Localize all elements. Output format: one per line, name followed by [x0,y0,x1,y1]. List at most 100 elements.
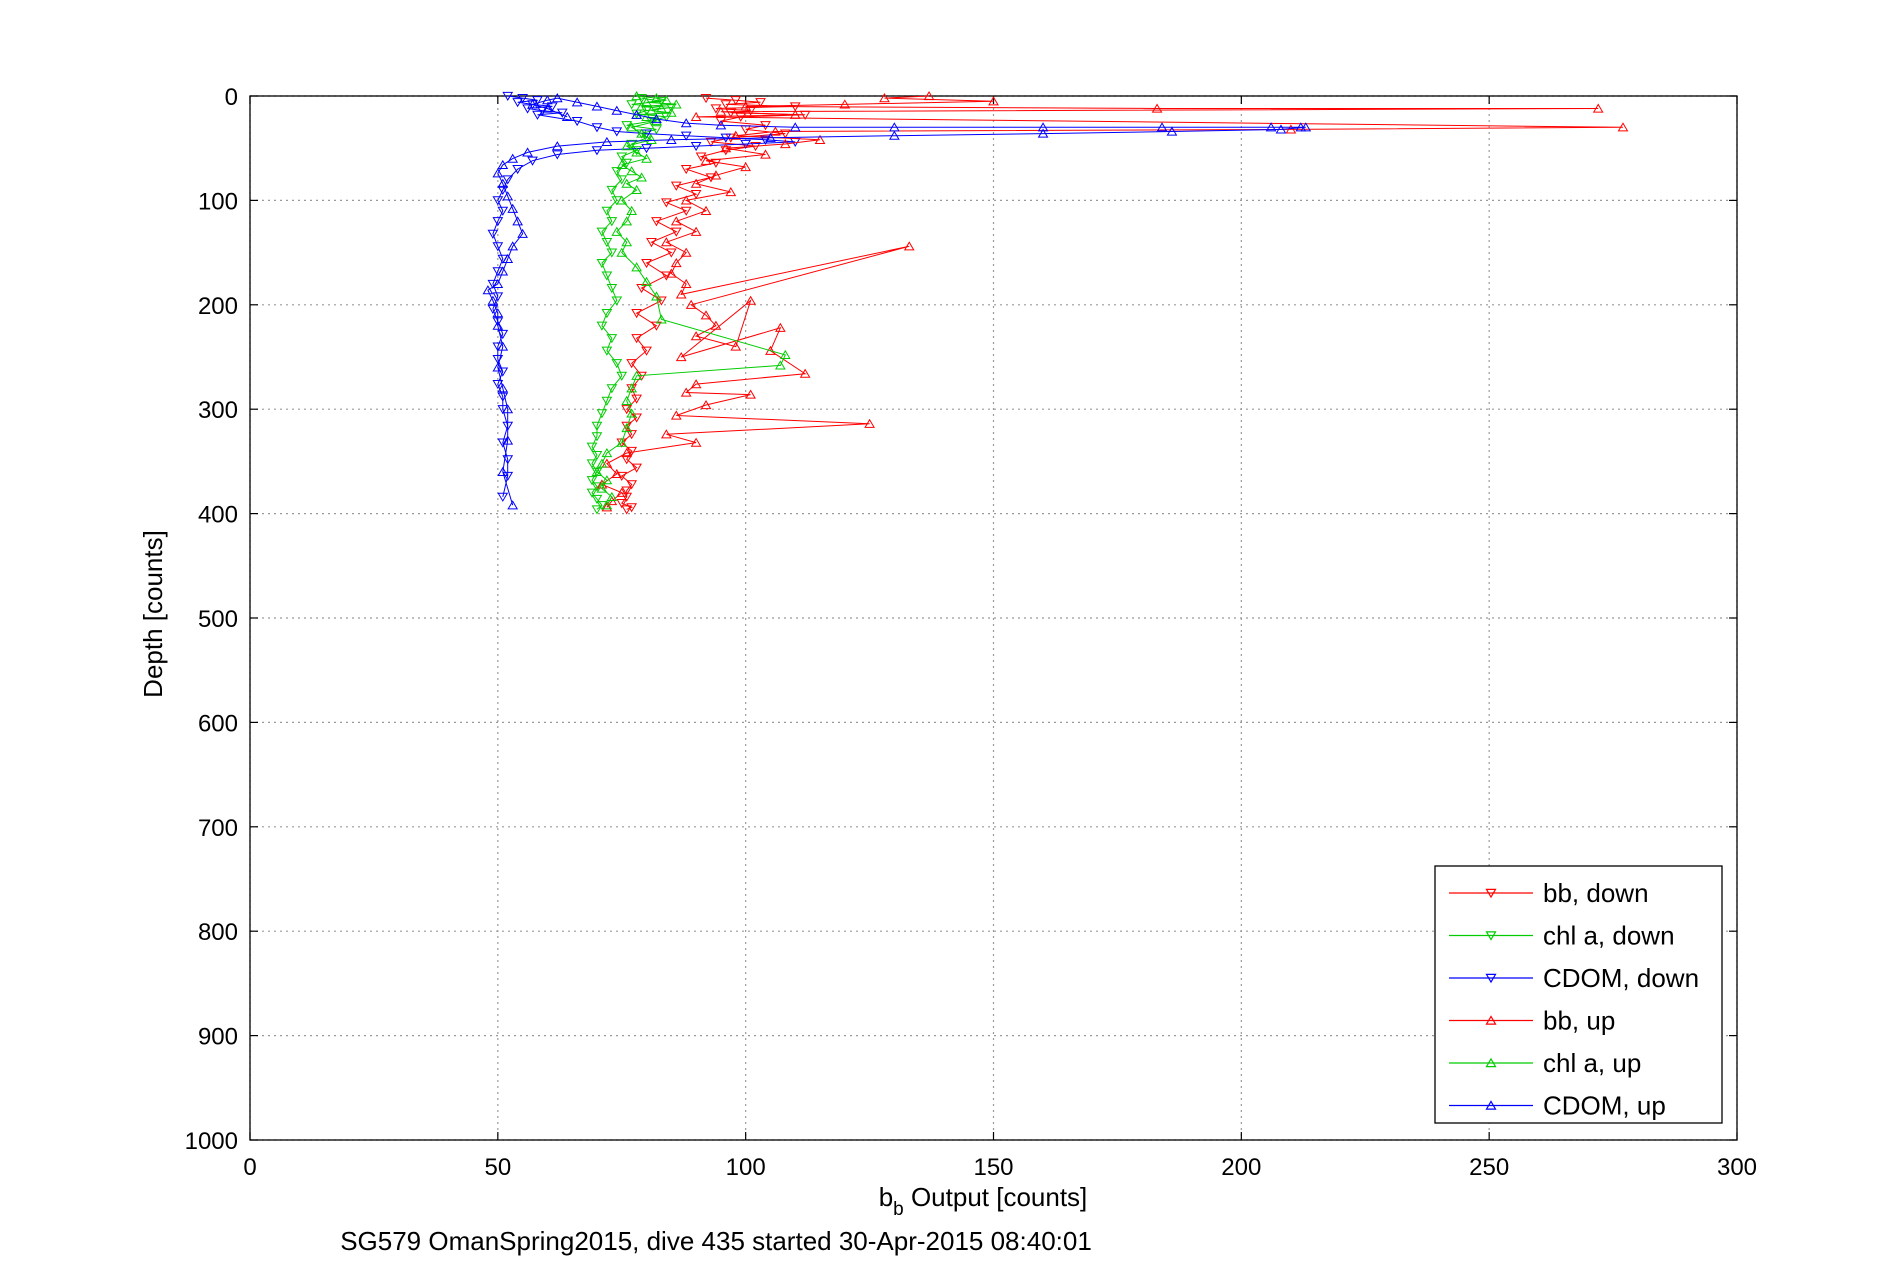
data-point-marker [710,320,722,330]
data-point-marker [507,500,519,510]
data-point-marker [626,480,638,490]
x-tick-label: 150 [973,1154,1013,1181]
data-point-marker [690,142,702,152]
data-point-marker [705,137,717,147]
data-point-marker [616,487,628,497]
data-point-marker [725,108,737,118]
data-point-marker [601,475,613,485]
data-point-marker [616,371,628,381]
data-point-marker [651,125,662,135]
x-tick-label: 250 [1469,1154,1509,1181]
data-point-marker [1037,128,1049,138]
data-point-marker [779,349,791,360]
data-point-marker [665,107,677,117]
data-point-marker [988,96,999,106]
data-point-marker [1300,122,1312,132]
data-point-marker [507,153,519,163]
data-point-marker [621,505,633,515]
x-tick-label: 300 [1717,1154,1757,1181]
data-point-marker [774,322,786,332]
data-point-marker [626,166,638,176]
data-point-marker [690,190,702,200]
legend-entry: CDOM, down [1449,963,1699,993]
data-point-marker [512,164,524,175]
data-point-marker [517,228,528,238]
legend-label: bb, up [1543,1006,1615,1036]
data-point-marker [591,421,603,431]
data-point-marker [670,258,682,268]
data-point-marker [621,121,633,131]
legend-label: CDOM, down [1543,963,1699,993]
data-point-marker [745,389,756,399]
data-point-marker [591,432,603,442]
data-point-marker [512,216,524,226]
series-3 [596,90,1629,512]
data-point-marker [774,360,786,370]
data-point-marker [651,113,662,124]
data-point-marker [601,346,613,356]
data-point-marker [730,96,742,106]
data-point-marker [660,95,672,105]
data-point-marker [502,455,514,465]
data-point-marker [799,368,811,378]
x-axis-label-subscript: b [893,1199,904,1220]
legend-marker-swatch [1485,931,1497,941]
data-point-marker [492,168,504,178]
data-point-marker [665,248,677,258]
data-point-marker [621,405,633,415]
x-tick-label: 50 [484,1154,511,1181]
data-point-marker [656,314,667,324]
data-point-marker [507,241,519,251]
series-4 [591,90,791,510]
legend-entry: chl a, up [1449,1048,1641,1078]
data-point-marker [601,448,613,458]
data-point-marker [606,185,618,195]
data-point-marker [542,95,553,105]
data-point-marker [715,120,727,130]
data-point-marker [621,216,633,226]
data-point-marker [522,104,533,114]
data-point-marker [621,486,633,496]
data-point-marker [690,437,702,447]
data-point-marker [601,238,613,248]
data-point-marker [497,178,509,188]
legend: bb, down chl a, down CDOM, down bb, up chl a… [1434,865,1723,1124]
data-point-marker [789,122,801,132]
data-point-marker [641,144,652,154]
data-point-marker [646,238,657,248]
data-point-marker [586,459,598,469]
legend-entry: chl a, down [1449,921,1675,951]
data-point-marker [765,132,776,142]
data-point-marker [551,93,563,103]
data-point-marker [685,299,697,309]
data-point-marker [710,170,722,180]
data-point-marker [680,195,692,205]
data-point-marker [626,100,638,110]
legend-marker-swatch [1485,1015,1497,1025]
x-axis-label: bb Output [counts] [879,1182,1088,1220]
data-point-marker [502,175,514,185]
data-point-marker [596,483,608,493]
data-point-marker [745,295,756,305]
x-tick-label: 0 [243,1154,256,1181]
data-point-marker [546,102,558,112]
data-point-marker [551,141,563,151]
data-point-marker [665,134,677,144]
data-point-marker [715,106,727,116]
series-line [620,97,806,510]
data-point-marker [656,103,667,113]
data-point-marker [626,408,638,418]
data-point-marker [492,308,504,318]
data-point-marker [923,90,935,101]
data-point-marker [497,367,509,377]
data-point-marker [497,341,509,351]
data-point-marker [730,341,742,351]
data-point-marker [680,278,692,289]
data-point-marker [651,217,662,227]
data-point-marker [616,159,628,170]
data-point-marker [700,310,712,320]
data-point-marker [497,206,509,216]
data-point-marker [631,184,642,195]
data-point-marker [616,437,628,447]
legend-marker-swatch [1485,1057,1497,1068]
